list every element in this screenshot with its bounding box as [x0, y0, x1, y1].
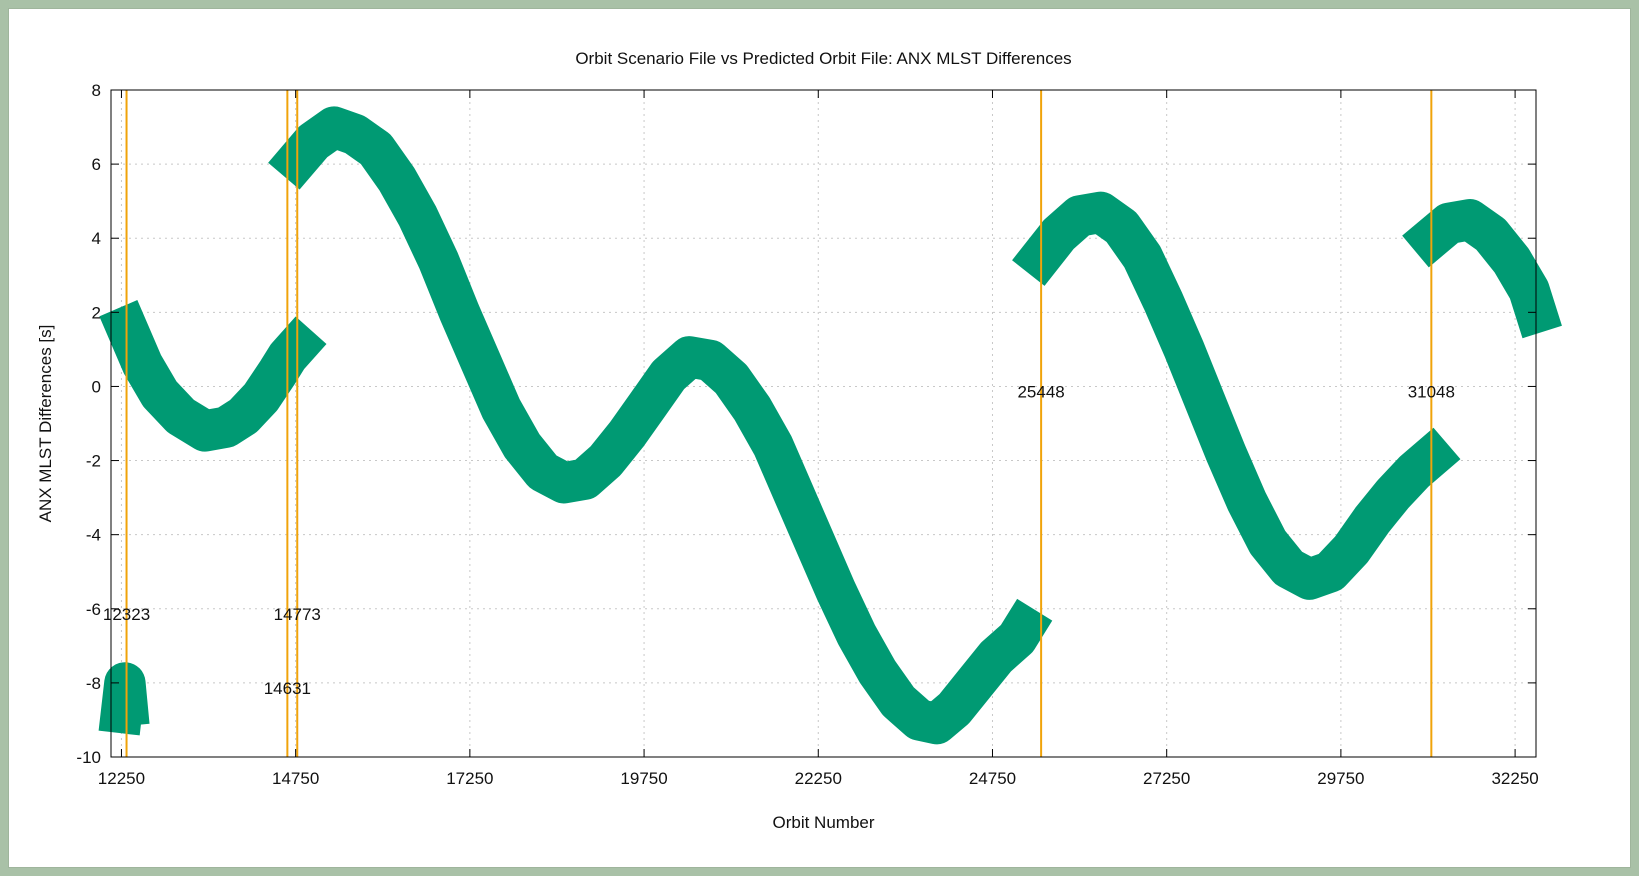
plot-border — [110, 89, 1537, 758]
y-tick-label: -4 — [86, 526, 101, 545]
x-tick-label: 22250 — [795, 769, 842, 788]
marker-labels-layer: 12323 14773 14631 25448 31048 — [103, 383, 1455, 698]
x-tick-label: 29750 — [1317, 769, 1364, 788]
marker-label-25448: 25448 — [1017, 383, 1064, 402]
marker-label-14773: 14773 — [274, 605, 321, 624]
x-tick-label: 17250 — [446, 769, 493, 788]
x-tick-label: 14750 — [272, 769, 319, 788]
chart-title: Orbit Scenario File vs Predicted Orbit F… — [575, 49, 1071, 68]
x-axis-label: Orbit Number — [772, 813, 874, 832]
y-tick-label: -6 — [86, 600, 101, 619]
marker-lines-layer — [125, 90, 1433, 757]
x-tick-label: 32250 — [1491, 769, 1538, 788]
grid — [111, 89, 1536, 758]
y-tick-label: 0 — [92, 377, 101, 396]
x-tick-label: 12250 — [98, 769, 145, 788]
y-tick-label: -10 — [76, 748, 101, 767]
x-tick-label: 27250 — [1143, 769, 1190, 788]
x-tick-label: 19750 — [620, 769, 667, 788]
marker-label-14631: 14631 — [264, 679, 311, 698]
ticks-layer: 12250 14750 17250 19750 22250 24750 27250 29750… — [76, 81, 1538, 788]
y-tick-label: 6 — [92, 155, 101, 174]
x-tick-label: 24750 — [969, 769, 1016, 788]
y-tick-label: 2 — [92, 303, 101, 322]
y-tick-label: 4 — [92, 229, 101, 248]
y-axis-label: ANX MLST Differences [s] — [36, 325, 55, 523]
marker-label-12323: 12323 — [103, 605, 150, 624]
y-tick-label: 8 — [92, 81, 101, 100]
series-layer — [98, 106, 1562, 745]
series-segment-3 — [268, 106, 1053, 745]
y-tick-label: -8 — [86, 674, 101, 693]
series-segment-2 — [99, 300, 327, 452]
marker-label-31048: 31048 — [1408, 383, 1455, 402]
series-segment-5 — [1402, 199, 1562, 339]
series-segment-4 — [1012, 191, 1461, 600]
y-tick-label: -2 — [86, 452, 101, 471]
